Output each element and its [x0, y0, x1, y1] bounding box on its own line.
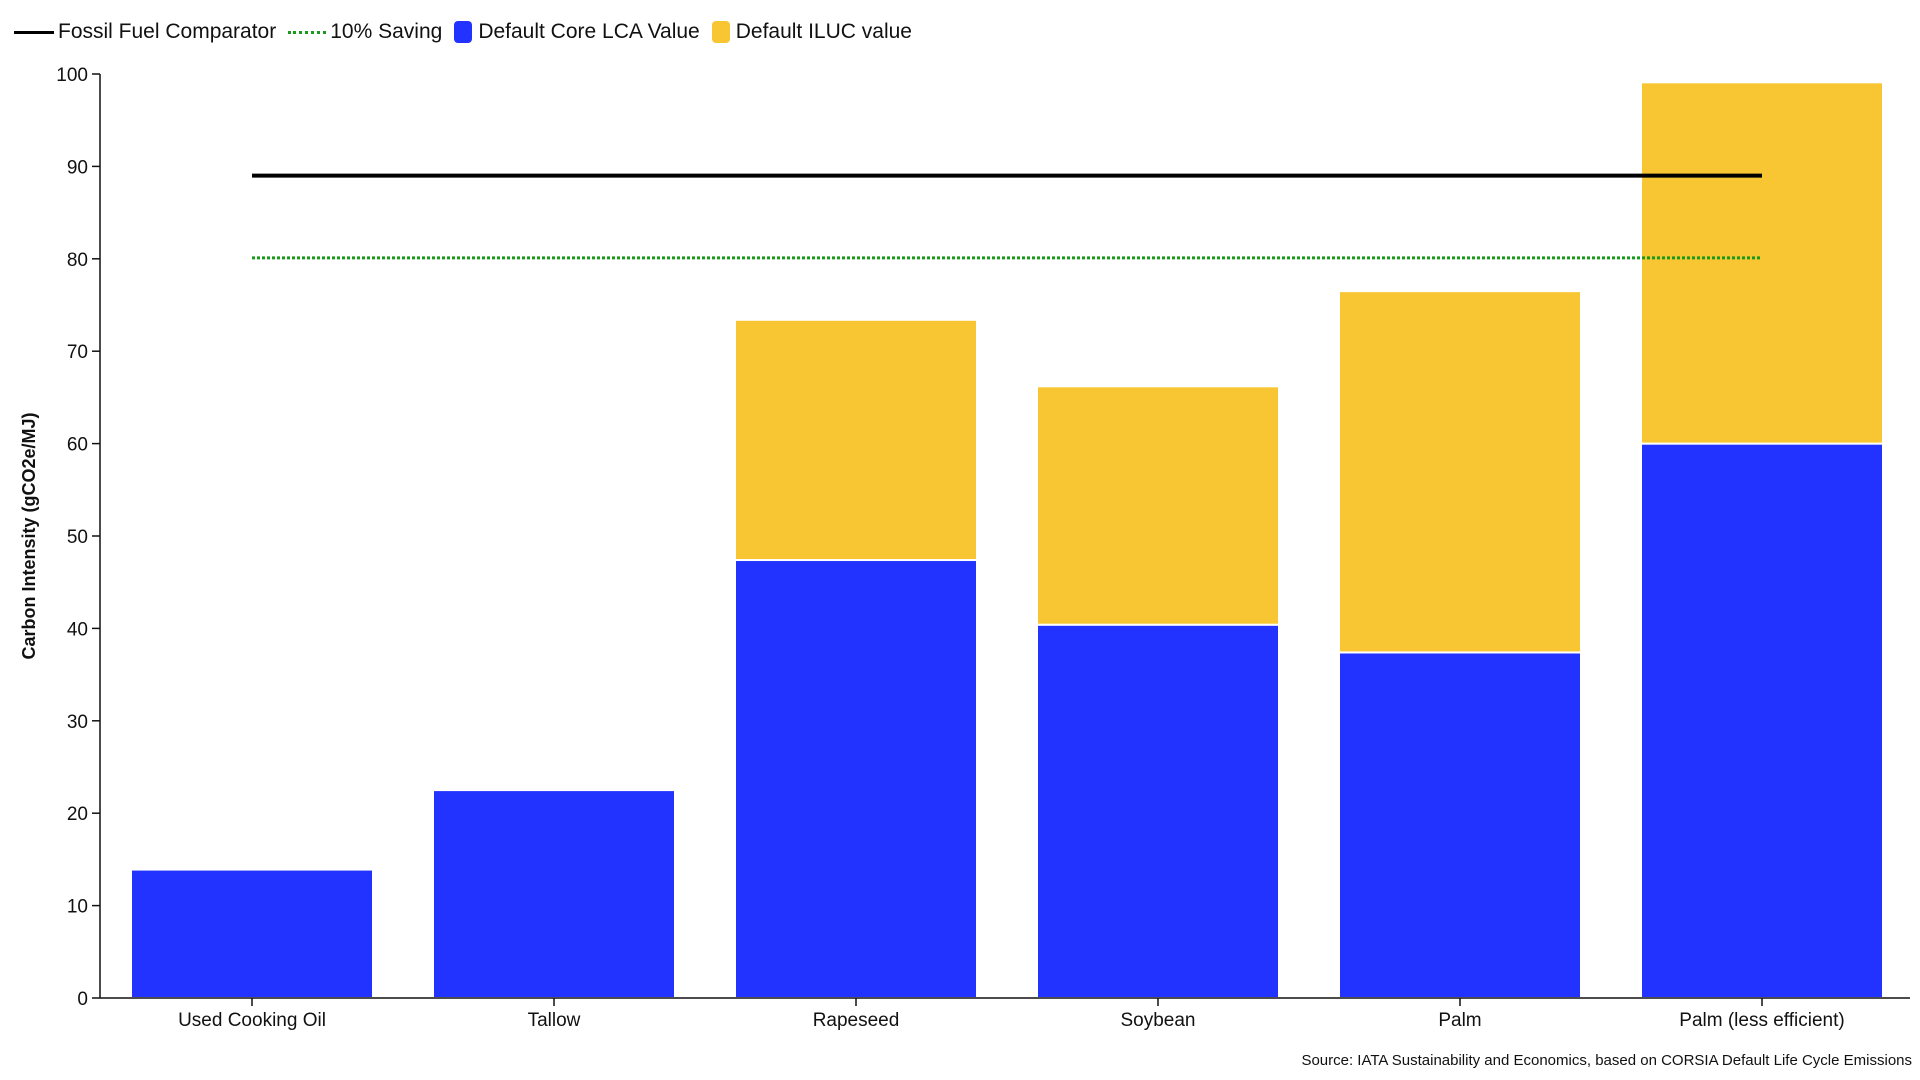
y-tick-label: 80: [67, 250, 88, 271]
legend-item-iluc: Default ILUC value: [711, 20, 912, 44]
reference-lines-group: [252, 173, 1762, 260]
bars-group: [130, 81, 1884, 1000]
y-tick-label: 70: [67, 342, 88, 363]
x-tick-label: Soybean: [1120, 1010, 1195, 1031]
bar-core-4: [1338, 651, 1582, 999]
y-tick-label: 30: [67, 712, 88, 733]
yellow-swatch-icon: [711, 21, 730, 43]
y-tick-label: 0: [77, 989, 88, 1010]
bar-iluc-4: [1338, 290, 1582, 654]
legend-label-fossil: Fossil Fuel Comparator: [58, 20, 277, 43]
bar-core-1: [432, 789, 676, 999]
blue-swatch-icon: [454, 21, 473, 43]
legend-item-fossil-fuel-comparator: Fossil Fuel Comparator: [14, 20, 276, 44]
legend-label-iluc: Default ILUC value: [735, 20, 912, 43]
y-tick-label: 10: [67, 897, 88, 918]
bar-iluc-5: [1640, 81, 1884, 445]
y-tick-label: 100: [56, 65, 88, 86]
bar-core-3: [1036, 623, 1280, 999]
x-tick-label: Used Cooking Oil: [178, 1010, 326, 1031]
legend-label-saving: 10% Saving: [330, 20, 443, 43]
x-tick-label: Palm (less efficient): [1679, 1010, 1844, 1031]
x-tick-label: Palm: [1438, 1010, 1481, 1031]
bar-iluc-3: [1036, 385, 1280, 626]
bar-core-2: [734, 559, 978, 999]
dotted-line-icon: [288, 30, 327, 34]
legend: Fossil Fuel Comparator 10% Saving Defaul…: [14, 20, 924, 44]
y-axis-title: Carbon Intensity (gCO2e/MJ): [19, 412, 39, 659]
y-tick-label: 40: [67, 619, 88, 640]
x-tick-label: Rapeseed: [813, 1010, 900, 1031]
legend-item-10-saving: 10% Saving: [288, 20, 442, 44]
y-tick-label: 60: [67, 435, 88, 456]
x-tick-label: Tallow: [528, 1010, 581, 1031]
legend-label-core: Default Core LCA Value: [478, 20, 700, 43]
y-tick-label: 90: [67, 157, 88, 178]
y-tick-label: 50: [67, 527, 88, 548]
y-tick-label: 20: [67, 804, 88, 825]
legend-item-core-lca: Default Core LCA Value: [454, 20, 700, 44]
bar-core-5: [1640, 442, 1884, 1000]
bar-iluc-2: [734, 318, 978, 562]
axes-group: 0 10 20 30 40 50 60 70 80 90 100 Used Cooking Oil Ta…: [56, 65, 1910, 1031]
bar-core-0: [130, 868, 374, 1000]
source-note: Source: IATA Sustainability and Economic…: [1301, 1052, 1912, 1069]
solid-line-icon: [14, 30, 54, 34]
